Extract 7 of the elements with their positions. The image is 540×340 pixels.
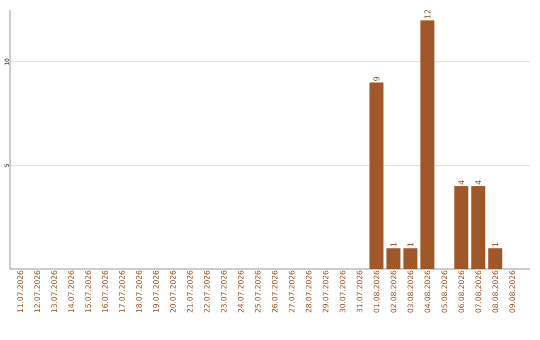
bar <box>471 186 486 269</box>
bar <box>403 248 418 269</box>
bar <box>454 186 468 269</box>
bar <box>488 248 502 269</box>
bar <box>369 82 384 269</box>
bar <box>420 20 434 269</box>
bar <box>386 248 400 269</box>
